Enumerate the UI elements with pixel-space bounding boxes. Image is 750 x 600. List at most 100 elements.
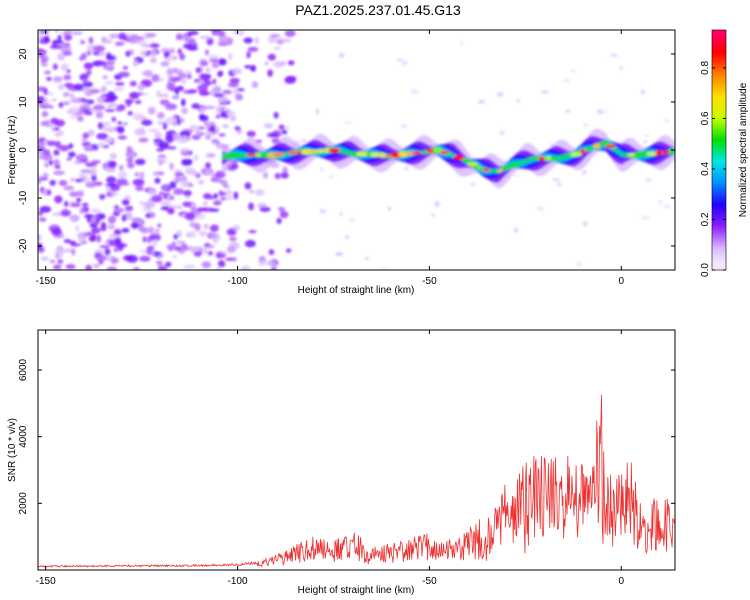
noise-speck [120, 73, 125, 77]
colorbar-segment [712, 38, 726, 41]
colorbar-segment [712, 138, 726, 141]
noise-speck [38, 234, 42, 241]
noise-speck [51, 98, 58, 102]
noise-speck [113, 231, 122, 236]
plot1-x-axis-label: Height of straight line (km) [298, 285, 415, 296]
noise-speck [101, 85, 107, 93]
noise-speck [63, 238, 71, 244]
noise-speck [99, 193, 106, 200]
colorbar-segment [712, 226, 726, 229]
noise-speck [125, 50, 131, 57]
noise-speck [38, 48, 45, 53]
colorbar-segment [712, 268, 726, 271]
noise-speck [85, 181, 97, 188]
noise-speck [78, 55, 85, 61]
colorbar-segment [712, 162, 726, 165]
noise-speck [145, 213, 151, 219]
y-tick-label: 2000 [18, 492, 29, 515]
noise-speck [82, 78, 88, 84]
noise-speck [38, 217, 47, 222]
noise-speck [179, 53, 186, 61]
noise-speck [229, 236, 237, 242]
noise-speck [89, 88, 100, 94]
noise-speck [215, 31, 226, 36]
colorbar-segment [712, 156, 726, 159]
noise-speck [165, 103, 177, 111]
colorbar-segment [712, 214, 726, 217]
noise-speck [209, 125, 216, 133]
noise-speck [100, 222, 107, 228]
noise-speck [165, 116, 177, 125]
x-tick-label: 0 [618, 576, 624, 587]
noise-speck [182, 135, 188, 141]
noise-speck [233, 191, 239, 200]
colorbar-segment [712, 122, 726, 125]
colorbar-segment [712, 196, 726, 199]
colorbar-segment [712, 58, 726, 61]
noise-speck [162, 122, 168, 130]
noise-speck [223, 184, 230, 189]
noise-speck [269, 33, 281, 38]
plot1-y-axis-label: Frequency (Hz) [7, 116, 18, 185]
noise-speck [259, 260, 265, 267]
noise-speck [114, 41, 125, 46]
noise-speck [90, 227, 101, 234]
signal-hotspot [324, 147, 331, 153]
noise-speck [132, 266, 141, 270]
colorbar-segment [712, 262, 726, 265]
noise-speck [38, 149, 43, 154]
noise-speck [137, 92, 143, 96]
y-tick-label: 0 [18, 147, 29, 153]
noise-speck [90, 208, 102, 213]
noise-speck [179, 148, 188, 152]
noise-speck [111, 257, 120, 264]
noise-speck [126, 254, 138, 263]
noise-speck [254, 189, 265, 196]
noise-speck [251, 81, 259, 89]
colorbar-segment [712, 168, 726, 171]
x-tick-label: 0 [618, 276, 624, 287]
noise-speck [229, 77, 241, 84]
noise-speck [153, 171, 160, 177]
signal-hotspot [301, 149, 313, 155]
noise-speck [83, 206, 89, 213]
noise-speck [75, 225, 80, 232]
noise-speck [157, 223, 162, 228]
noise-speck [38, 95, 46, 104]
noise-speck [115, 81, 125, 86]
colorbar-segment [712, 132, 726, 135]
noise-speck [212, 193, 218, 200]
noise-speck [167, 207, 175, 215]
noise-speck [174, 205, 183, 210]
noise-speck [57, 84, 65, 91]
noise-speck [215, 266, 222, 270]
noise-speck [75, 178, 82, 183]
colorbar-label: Normalized spectral amplitude [738, 82, 749, 217]
noise-speck [563, 79, 571, 82]
colorbar-segment [712, 192, 726, 195]
colorbar-segment [712, 242, 726, 245]
noise-speck [68, 151, 76, 158]
colorbar-segment [712, 98, 726, 101]
noise-speck [57, 34, 62, 42]
noise-speck [106, 266, 118, 270]
colorbar-segment [712, 136, 726, 139]
noise-speck [46, 140, 57, 146]
noise-speck [83, 62, 93, 70]
colorbar-segment [712, 240, 726, 243]
noise-speck [199, 35, 211, 40]
noise-speck [217, 95, 229, 104]
noise-speck [70, 202, 81, 208]
colorbar-segment [712, 260, 726, 263]
noise-speck [556, 182, 563, 187]
noise-speck [565, 109, 570, 113]
colorbar-segment [712, 140, 726, 143]
noise-speck [42, 172, 49, 178]
noise-speck [213, 239, 218, 243]
noise-speck [197, 80, 205, 85]
noise-speck [277, 206, 286, 212]
plot2-y-axis-label: SNR (10 * v/v) [7, 418, 18, 482]
noise-speck [88, 36, 94, 44]
noise-speck [140, 49, 147, 57]
noise-speck [42, 50, 47, 55]
